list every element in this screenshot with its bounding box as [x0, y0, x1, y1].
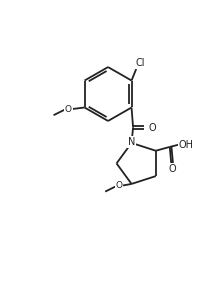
Text: O: O: [148, 123, 156, 132]
Text: O: O: [64, 104, 71, 113]
Text: O: O: [115, 181, 122, 190]
Text: OH: OH: [178, 140, 193, 150]
Text: N: N: [127, 137, 135, 147]
Text: O: O: [167, 164, 175, 174]
Text: Cl: Cl: [135, 58, 144, 68]
